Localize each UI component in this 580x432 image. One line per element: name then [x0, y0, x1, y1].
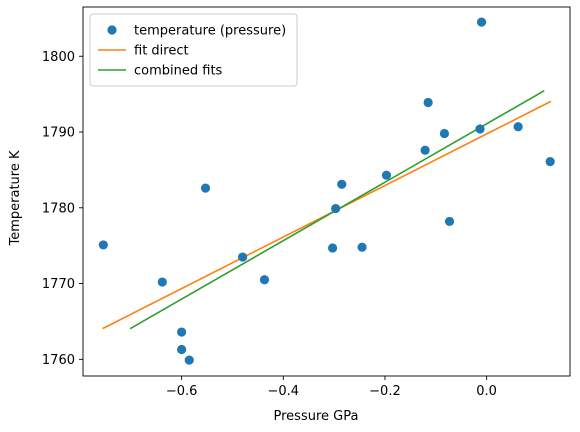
data-point: [328, 243, 338, 253]
data-point: [357, 242, 367, 252]
data-point: [420, 145, 430, 155]
data-point: [513, 122, 523, 132]
x-tick-label: −0.4: [268, 384, 300, 399]
axes: −0.6 −0.4 −0.2 0.0 1760 1770 1780 1790 1800: [42, 6, 571, 399]
legend-box: [89, 13, 298, 87]
y-tick-label: 1770: [42, 277, 75, 292]
data-point: [545, 156, 555, 167]
legend-label: fit direct: [134, 44, 189, 59]
data-point: [200, 183, 211, 193]
y-tick-label: 1790: [42, 126, 75, 141]
y-tick-label: 1800: [42, 50, 75, 65]
legend-label: temperature (pressure): [134, 24, 286, 39]
data-point: [98, 240, 108, 250]
data-point: [475, 124, 485, 134]
y-tick-label: 1760: [42, 353, 75, 368]
data-point: [184, 355, 194, 365]
data-point: [423, 97, 433, 108]
x-axis-label: Pressure GPa: [274, 409, 359, 424]
data-point: [238, 252, 248, 262]
x-tick-label: −0.6: [166, 384, 198, 399]
y-axis-label: Temperature K: [8, 150, 23, 246]
legend-label: combined fits: [134, 64, 223, 79]
data-point: [177, 327, 187, 337]
legend-marker-scatter: [107, 25, 117, 35]
legend: temperature (pressure) fit direct combined…: [89, 13, 298, 87]
y-tick-label: 1780: [42, 201, 75, 216]
data-point: [476, 17, 487, 27]
data-point: [444, 216, 455, 227]
plot-area: [98, 17, 555, 365]
data-point: [337, 179, 347, 189]
data-point: [259, 275, 270, 285]
data-point: [177, 344, 187, 355]
data-point: [157, 277, 167, 287]
axes-frame: [82, 6, 571, 377]
x-tick-label: 0.0: [476, 384, 497, 399]
data-point: [381, 170, 392, 180]
data-point: [331, 203, 341, 214]
x-tick-label: −0.2: [369, 384, 401, 399]
data-point: [439, 128, 450, 139]
